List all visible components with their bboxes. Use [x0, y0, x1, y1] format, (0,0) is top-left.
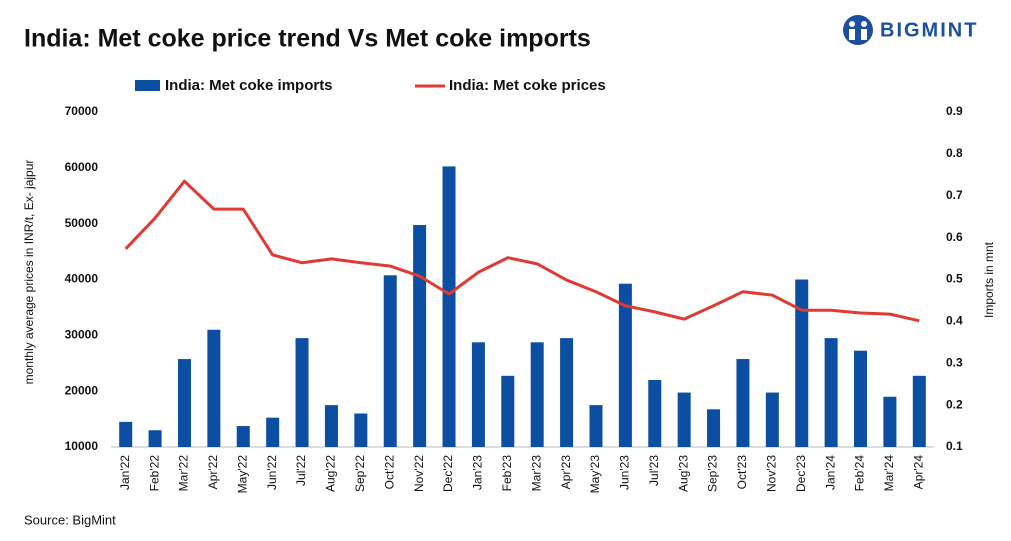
x-tick-label: Nov'23 [765, 455, 779, 492]
y-tick-label: 10000 [65, 439, 99, 453]
x-tick-label: Mar'22 [177, 455, 191, 492]
bar [560, 338, 574, 447]
line [124, 179, 920, 323]
y-tick-label: 50000 [65, 216, 99, 230]
bar [795, 279, 809, 447]
y2-tick-label: 0.6 [946, 230, 963, 244]
logo-icon-part [861, 29, 867, 40]
x-tick-label: Sep'23 [706, 455, 720, 492]
legend-label: India: Met coke prices [449, 77, 606, 94]
bar [177, 359, 191, 447]
x-tick-label: Feb'23 [500, 455, 514, 492]
x-tick-label: Apr'23 [559, 455, 573, 490]
bar [530, 342, 544, 447]
bar [912, 375, 926, 447]
bar [207, 329, 221, 447]
legend-label: India: Met coke imports [165, 77, 333, 94]
x-tick-label: Jun'22 [265, 455, 279, 490]
bar [648, 380, 662, 447]
x-tick-label: Apr'24 [911, 455, 925, 490]
y2-tick-label: 0.2 [946, 397, 963, 411]
x-tick-label: Aug'23 [676, 455, 690, 492]
source: Source: BigMint [24, 512, 116, 527]
chart-title: India: Met coke price trend Vs Met coke … [24, 25, 591, 53]
y-tick-label: 20000 [65, 383, 99, 397]
x-tick-label: Dec'22 [441, 455, 455, 492]
bar [383, 275, 397, 447]
y2-tick-label: 0.5 [946, 272, 963, 286]
bar [765, 392, 779, 447]
x-tick-label: Jan'24 [823, 455, 837, 490]
x-tick-label: Jan'23 [471, 455, 485, 490]
bar [824, 338, 838, 447]
x-tick-label: Nov'22 [412, 455, 426, 492]
x-tick-label: Oct'22 [382, 455, 396, 490]
y2-tick-label: 0.4 [946, 314, 963, 328]
y-tick-label: 70000 [65, 104, 99, 118]
x-tick-label: Oct'23 [735, 455, 749, 490]
bar [618, 283, 632, 447]
bar [236, 426, 250, 447]
logo-icon-part [861, 21, 867, 27]
bar [442, 166, 456, 447]
logo-icon [843, 15, 873, 45]
bar [854, 350, 868, 447]
bar [119, 421, 133, 447]
x-tick-label: Jul'23 [647, 455, 661, 486]
legend-swatch [135, 80, 160, 91]
x-tick-label: May'23 [588, 455, 602, 494]
bar [589, 405, 603, 447]
bar [148, 430, 162, 447]
x-tick-label: Dec'23 [794, 455, 808, 492]
bar [266, 417, 280, 447]
bar [883, 396, 897, 447]
bar [324, 405, 338, 447]
y2-tick-label: 0.8 [946, 146, 963, 160]
y-tick-label: 30000 [65, 328, 99, 342]
bar [471, 342, 485, 447]
y-tick-label: 40000 [65, 272, 99, 286]
y2-tick-label: 0.3 [946, 355, 963, 369]
y-axis-title: monthly average prices in INR/t, Ex- jaj… [22, 160, 36, 385]
brand: BIGMINT [880, 19, 978, 41]
y2-tick-label: 0.9 [946, 104, 963, 118]
x-tick-label: Mar'24 [882, 455, 896, 492]
x-tick-label: Mar'23 [529, 455, 543, 492]
x-tick-label: Jul'22 [294, 455, 308, 486]
x-tick-label: Feb'22 [147, 455, 161, 492]
bar [677, 392, 691, 447]
logo: BIGMINT [843, 15, 978, 45]
logo-icon-part [849, 29, 855, 40]
logo-icon-part [849, 21, 855, 27]
x-tick-label: Apr'22 [206, 455, 220, 490]
bar [295, 338, 309, 447]
bar [354, 413, 368, 447]
bar [736, 359, 750, 447]
y2-axis-title: Imports in mnt [982, 241, 996, 318]
x-tick-label: Aug'22 [324, 455, 338, 492]
y2-tick-label: 0.7 [946, 188, 963, 202]
y-tick-label: 60000 [65, 160, 99, 174]
x-tick-label: Sep'22 [353, 455, 367, 492]
bar [707, 409, 721, 447]
x-tick-label: Feb'24 [853, 455, 867, 492]
y2-tick-label: 0.1 [946, 439, 963, 453]
x-tick-label: Jan'22 [118, 455, 132, 490]
x-tick-label: Jun'23 [618, 455, 632, 490]
x-tick-label: May'22 [235, 455, 249, 494]
bar [501, 375, 515, 447]
bar [413, 225, 427, 447]
